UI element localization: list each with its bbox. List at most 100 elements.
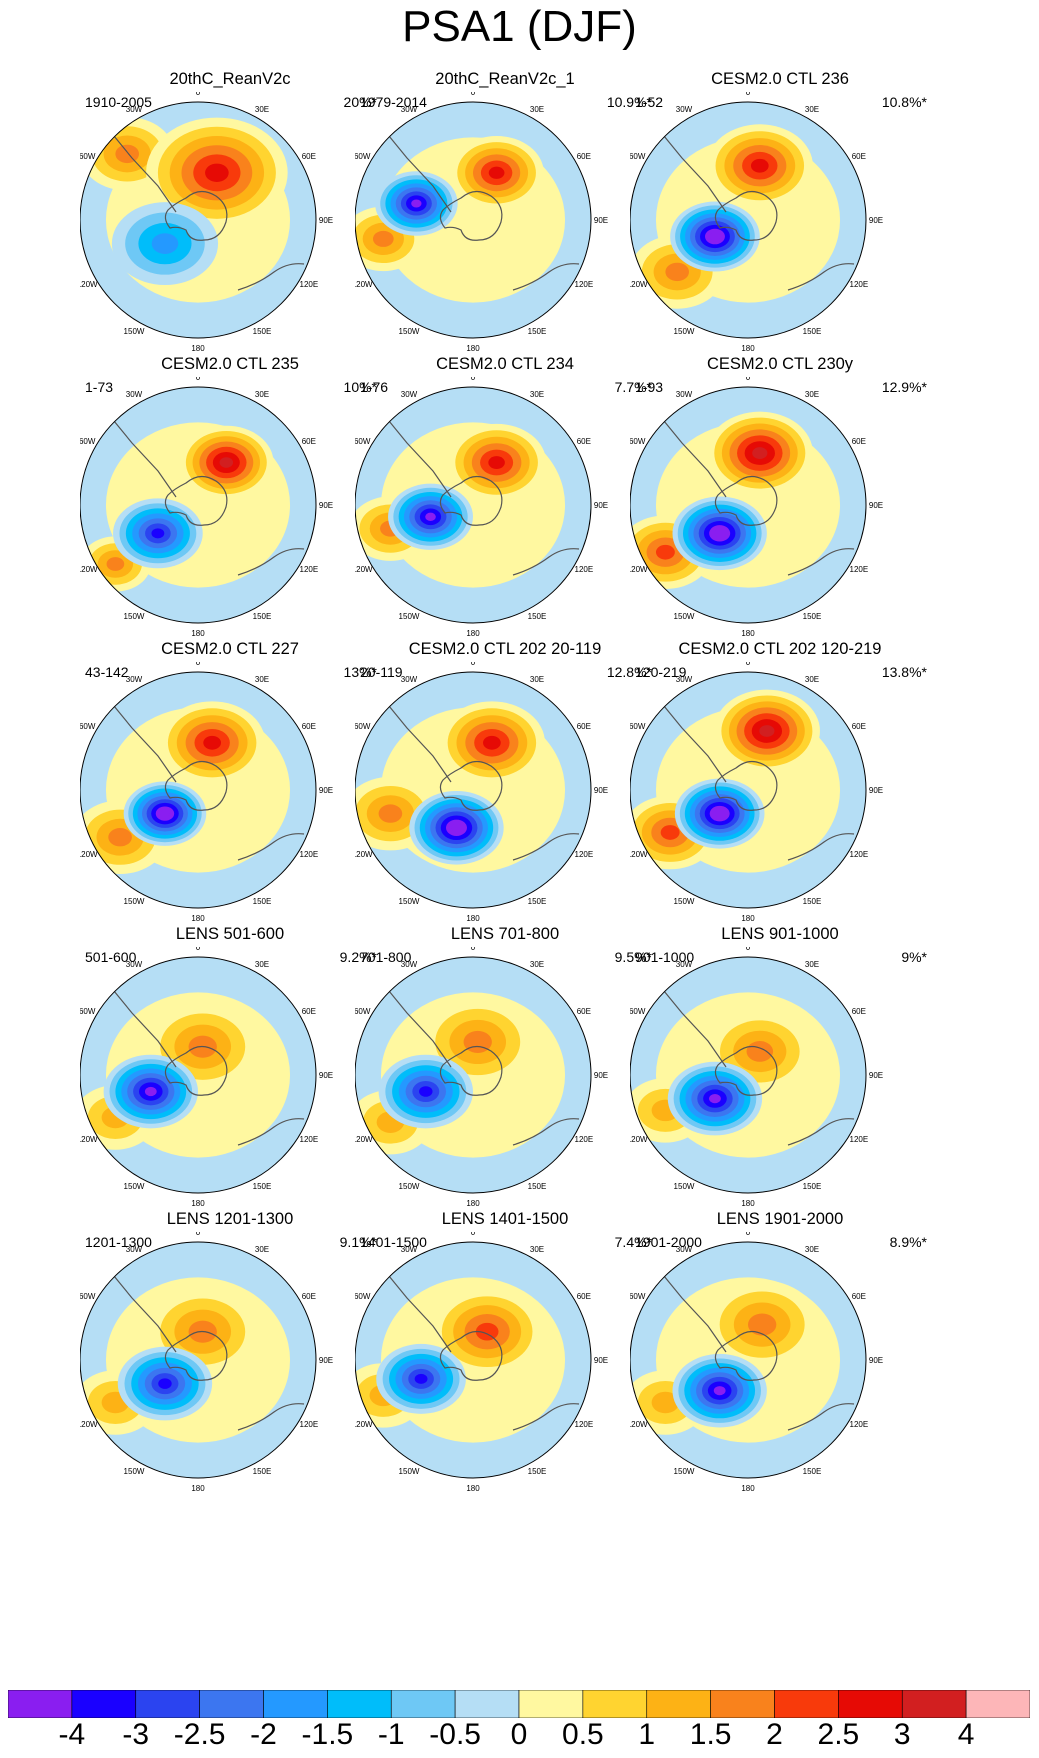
longitude-label: 150E <box>528 1182 547 1191</box>
panel-title: CESM2.0 CTL 235 <box>161 355 299 373</box>
panel-title: LENS 1901-2000 <box>716 1210 844 1228</box>
negative-anomaly-level-7 <box>411 199 422 208</box>
colorbar-labels: -4 -3 -2.5 -2 -1.5 -1 -0.5 0 0.5 1 1.5 2 2.5 3 4 <box>0 1718 1039 1758</box>
colorbar-segment <box>518 1690 584 1718</box>
colorbar-segment <box>8 1690 73 1718</box>
longitude-label: 90E <box>869 216 883 225</box>
panel-variance: 9%* <box>901 949 927 965</box>
colorbar-segment <box>135 1690 200 1718</box>
longitude-label: 120E <box>575 850 594 859</box>
panel-variance: 9.2%* <box>339 949 377 965</box>
longitude-label: 180 <box>466 629 480 638</box>
polar-map: 030E60E90E120E150E180150W120W90W60W30W <box>630 92 883 353</box>
longitude-label: 90E <box>594 216 608 225</box>
panel-years: 1-93 <box>635 379 664 395</box>
longitude-label: 60E <box>302 152 316 161</box>
antarctica-coastline <box>164 1045 228 1096</box>
map-panel: 20thC_ReanV2c_1 1979-2014 10.9%* 0 30E 60E 90E… <box>350 70 660 390</box>
map-panel: CESM2.0 CTL 227 43-142 13%* 0 30E 60E 90E 120E 1… <box>75 640 385 960</box>
longitude-label: 90E <box>594 786 608 795</box>
australia-coastline <box>787 1118 855 1146</box>
polar-map: 030E60E90E120E150E180150W120W90W60W30W <box>630 1232 883 1493</box>
figure-title: PSA1 (DJF) <box>402 2 637 51</box>
longitude-label: 30E <box>255 105 269 114</box>
south-america-coastline <box>663 705 727 783</box>
map-border <box>355 101 592 339</box>
longitude-label: 0 <box>196 662 201 667</box>
positive-side-anomaly-level-4 <box>660 825 680 840</box>
map-panel: 20thC_ReanV2c 1910-2005 20%* 0 30E 60E 90E 120E… <box>75 70 385 390</box>
longitude-label: 60E <box>852 1007 866 1016</box>
longitude-label: 180 <box>741 1199 755 1208</box>
contour-field <box>80 672 316 908</box>
panel-title: 20thC_ReanV2c <box>169 70 291 88</box>
longitude-label: 150W <box>124 327 145 336</box>
map-border <box>80 101 317 339</box>
antarctica-coastline <box>714 1330 778 1381</box>
longitude-label: 30W <box>401 960 418 969</box>
longitude-label: 0 <box>471 377 476 382</box>
negative-anomaly-level-6 <box>151 528 165 539</box>
longitude-label: 180 <box>466 1199 480 1208</box>
longitude-label: 120W <box>80 1135 98 1144</box>
contour-field <box>630 672 866 908</box>
longitude-label: 120E <box>300 280 319 289</box>
australia-coastline <box>787 548 855 576</box>
longitude-label: 150E <box>253 1182 272 1191</box>
panel-variance: 10.8%* <box>881 94 927 110</box>
longitude-label: 150W <box>674 1467 695 1476</box>
longitude-label: 150W <box>674 897 695 906</box>
longitude-label: 150W <box>674 1182 695 1191</box>
panel-title: LENS 1401-1500 <box>441 1210 569 1228</box>
positive-anomaly-level-3 <box>746 1041 774 1062</box>
longitude-label: 120W <box>80 850 98 859</box>
colorbar-segment <box>965 1690 1030 1718</box>
positive-anomaly-level-5 <box>483 735 501 750</box>
south-america-coastline <box>388 990 452 1068</box>
polar-map: 030E60E90E120E150E180150W120W90W60W30W <box>355 662 608 923</box>
longitude-label: 150E <box>528 612 547 621</box>
negative-anomaly-level-6 <box>419 1086 433 1097</box>
map-border <box>80 956 317 1194</box>
australia-coastline <box>787 263 855 291</box>
longitude-label: 0 <box>471 92 476 97</box>
negative-anomaly-level-8 <box>714 529 725 538</box>
longitude-label: 150E <box>253 1467 272 1476</box>
panel-years: 1910-2005 <box>85 94 152 110</box>
panel-years: 1-76 <box>360 379 389 395</box>
colorbar-tick-label: 3 <box>893 1718 911 1751</box>
longitude-label: 60E <box>577 152 591 161</box>
longitude-label: 150E <box>253 612 272 621</box>
polar-map: 030E60E90E120E150E180150W120W90W60W30W <box>630 947 883 1208</box>
map-border <box>80 386 317 624</box>
colorbar-segment <box>390 1690 456 1718</box>
panel-years: 501-600 <box>85 949 137 965</box>
longitude-label: 120W <box>630 1420 648 1429</box>
longitude-label: 150E <box>253 897 272 906</box>
longitude-label: 30E <box>255 1245 269 1254</box>
longitude-label: 120E <box>850 1135 869 1144</box>
longitude-label: 180 <box>741 914 755 923</box>
colorbar-tick-label: 1.5 <box>689 1718 732 1751</box>
panel-title: CESM2.0 CTL 236 <box>711 70 849 88</box>
colorbar-tick-label: 4 <box>957 1718 975 1751</box>
map-panel: LENS 501-600 501-600 9.2%* 0 30E 60E 90E 120E 15… <box>75 925 385 1245</box>
colorbar-segment <box>263 1690 328 1718</box>
longitude-label: 60E <box>302 1292 316 1301</box>
longitude-label: 30E <box>530 105 544 114</box>
panel-variance: 13.8%* <box>881 664 927 680</box>
longitude-label: 150E <box>803 1182 822 1191</box>
panel-variance: 7.7%* <box>614 379 652 395</box>
antarctica-coastline <box>164 475 228 526</box>
polar-map: 030E60E90E120E150E180150W120W90W60W30W <box>355 92 608 353</box>
longitude-label: 30W <box>126 105 143 114</box>
positive-side-anomaly-level-3 <box>665 262 689 282</box>
longitude-label: 60E <box>852 152 866 161</box>
longitude-label: 60W <box>80 1292 96 1301</box>
colorbar-tick-label: 1 <box>638 1718 656 1751</box>
panel-title: LENS 701-800 <box>450 925 560 943</box>
south-america-coastline <box>388 705 452 783</box>
map-border <box>630 1241 867 1479</box>
panel-years: 120-219 <box>635 664 687 680</box>
panel-years: 701-800 <box>360 949 412 965</box>
